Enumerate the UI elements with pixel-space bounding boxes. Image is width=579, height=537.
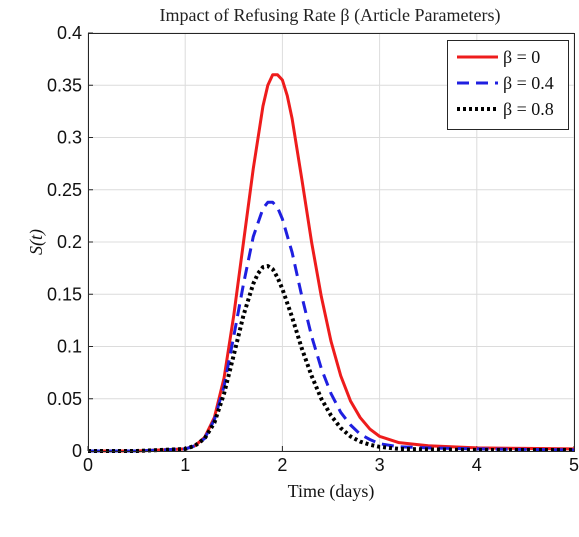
legend: β = 0 β = 0.4 β = 0.8	[447, 40, 569, 130]
y-tick-label: 0	[72, 441, 82, 461]
legend-box	[447, 40, 569, 130]
x-tick-label: 0	[83, 455, 93, 475]
y-tick-label: 0.25	[47, 180, 82, 200]
legend-label-3: β = 0.8	[503, 99, 554, 119]
y-tick-label: 0.05	[47, 389, 82, 409]
y-tick-label: 0.3	[57, 128, 82, 148]
series-lines	[88, 73, 575, 453]
y-tick-label: 0.2	[57, 232, 82, 252]
y-tick-label: 0.4	[57, 23, 82, 43]
x-axis-label: Time (days)	[288, 481, 375, 502]
y-tick-label: 0.15	[47, 284, 82, 304]
y-axis-label: S(t)	[26, 229, 47, 255]
axis-ticks: 0 1 2 3 4 5 0 0.05 0.1 0.15 0.2 0.25 0.3 0.35 0.4	[47, 23, 579, 475]
x-tick-label: 3	[375, 455, 385, 475]
series-line-3	[88, 264, 574, 453]
x-tick-label: 1	[180, 455, 190, 475]
x-tick-label: 5	[569, 455, 579, 475]
legend-label-1: β = 0	[503, 47, 540, 67]
plot-frame	[88, 33, 575, 452]
y-tick-label: 0.1	[57, 337, 82, 357]
x-tick-label: 2	[277, 455, 287, 475]
chart-title: Impact of Refusing Rate β (Article Param…	[159, 5, 500, 26]
series-line-2	[88, 200, 575, 453]
x-tick-label: 4	[472, 455, 482, 475]
legend-label-2: β = 0.4	[503, 73, 554, 93]
y-tick-label: 0.35	[47, 75, 82, 95]
